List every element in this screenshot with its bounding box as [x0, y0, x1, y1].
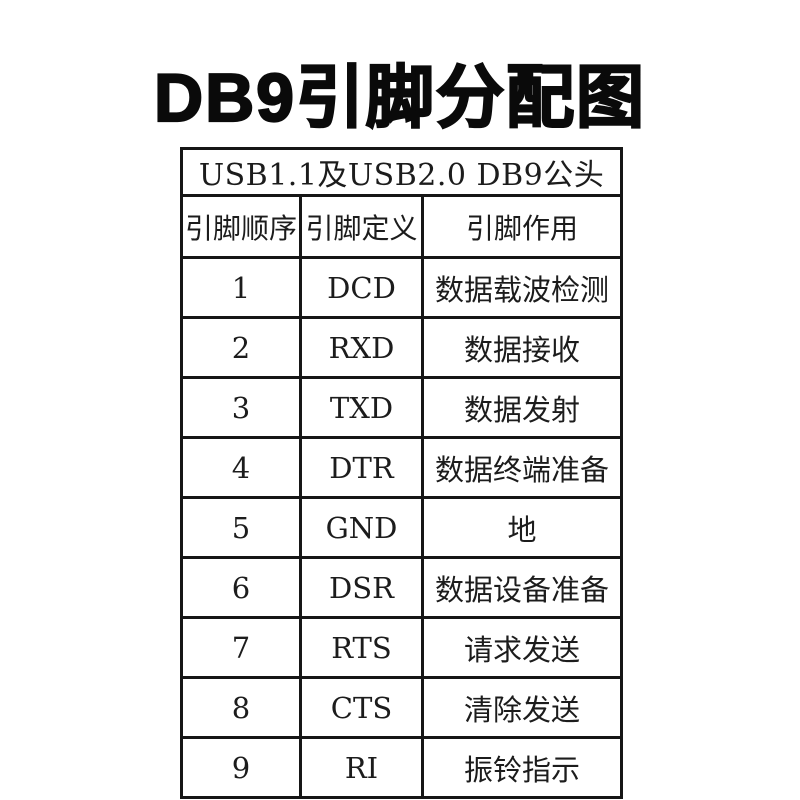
pin-number-cell: 3: [180, 376, 302, 439]
pin-number-cell: 7: [180, 616, 302, 679]
pin-function-cell: 数据发射: [420, 376, 624, 439]
pin-definition-cell: DCD: [299, 256, 424, 319]
pin-number-cell: 6: [180, 556, 302, 619]
page-title: DB9引脚分配图: [153, 59, 647, 137]
pin-number-cell: 8: [180, 676, 302, 739]
pin-definition-cell: DSR: [299, 556, 424, 619]
pin-function-cell: 数据终端准备: [420, 436, 624, 499]
pin-table-body: USB1.1及USB2.0 DB9公头 引脚顺序 引脚定义 引脚作用 1 DCD…: [179, 147, 624, 799]
pin-definition-cell: CTS: [299, 676, 424, 739]
pin-function-cell: 请求发送: [420, 616, 624, 679]
table-row: 6 DSR 数据设备准备: [180, 556, 624, 619]
pin-assignment-table: USB1.1及USB2.0 DB9公头 引脚顺序 引脚定义 引脚作用 1 DCD…: [179, 147, 624, 799]
table-row: 4 DTR 数据终端准备: [180, 436, 624, 499]
pin-number-cell: 5: [180, 496, 302, 559]
pin-definition-cell: RTS: [299, 616, 424, 679]
pin-number-cell: 9: [180, 736, 302, 799]
pin-function-cell: 数据载波检测: [420, 256, 624, 319]
table-caption-row: USB1.1及USB2.0 DB9公头: [179, 147, 624, 197]
table-row: 5 GND 地: [180, 496, 624, 559]
table-header-row: 引脚顺序 引脚定义 引脚作用: [180, 194, 624, 259]
column-header-pin-order: 引脚顺序: [180, 194, 302, 259]
table-row: 8 CTS 清除发送: [180, 676, 624, 739]
column-header-pin-definition: 引脚定义: [299, 194, 424, 259]
pin-definition-cell: TXD: [299, 376, 424, 439]
table-row: 3 TXD 数据发射: [180, 376, 624, 439]
table-row: 1 DCD 数据载波检测: [180, 256, 624, 319]
pin-function-cell: 数据设备准备: [420, 556, 624, 619]
table-row: 2 RXD 数据接收: [180, 316, 624, 379]
pin-function-cell: 数据接收: [420, 316, 624, 379]
pin-definition-cell: RI: [299, 736, 424, 799]
column-header-pin-function: 引脚作用: [420, 194, 624, 259]
pin-number-cell: 2: [180, 316, 302, 379]
pin-function-cell: 地: [420, 496, 624, 559]
pin-definition-cell: DTR: [299, 436, 424, 499]
pin-number-cell: 4: [180, 436, 302, 499]
pin-function-cell: 清除发送: [420, 676, 624, 739]
pin-definition-cell: GND: [299, 496, 424, 559]
pin-number-cell: 1: [180, 256, 302, 319]
pin-function-cell: 振铃指示: [420, 736, 624, 799]
table-row: 9 RI 振铃指示: [180, 736, 624, 799]
table-row: 7 RTS 请求发送: [180, 616, 624, 679]
pin-definition-cell: RXD: [299, 316, 424, 379]
table-caption: USB1.1及USB2.0 DB9公头: [179, 147, 624, 197]
